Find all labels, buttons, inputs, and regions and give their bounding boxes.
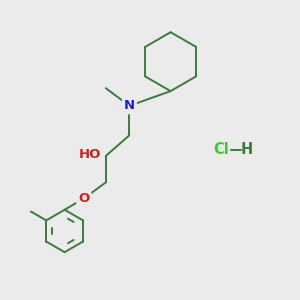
Text: O: O	[78, 192, 89, 205]
Text: Cl: Cl	[213, 142, 229, 158]
Text: H: H	[241, 142, 253, 158]
Text: HO: HO	[79, 148, 101, 161]
Text: N: N	[124, 99, 135, 112]
